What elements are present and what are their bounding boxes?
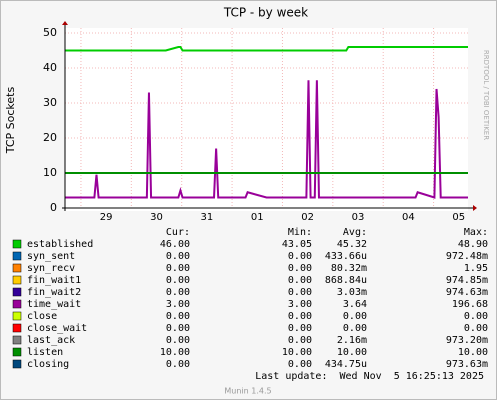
- legend-stat: 0.00: [343, 311, 367, 322]
- legend-stat: 3.00: [166, 299, 190, 310]
- chart-title: TCP - by week: [223, 6, 308, 20]
- legend-label: last_ack: [27, 335, 75, 346]
- legend-swatch: [12, 275, 22, 285]
- legend-label: time_wait: [27, 299, 81, 310]
- legend-stat: 0.00: [166, 275, 190, 286]
- legend-header: Cur:: [166, 227, 190, 238]
- legend-stat: 1.95: [464, 263, 488, 274]
- legend-swatch: [12, 311, 22, 321]
- legend-stat: 868.84u: [325, 275, 367, 286]
- legend-header: Max:: [464, 227, 488, 238]
- footer: Munin 1.4.5: [224, 387, 271, 396]
- y-tick-label: 30: [43, 96, 57, 109]
- y-tick-label: 0: [50, 201, 57, 214]
- legend-label: fin_wait1: [27, 275, 81, 286]
- legend-stat: 972.48m: [446, 251, 488, 262]
- legend-stat: 973.20m: [446, 335, 488, 346]
- legend-stat: 10.00: [458, 347, 488, 358]
- legend-stat: 0.00: [288, 311, 312, 322]
- legend-stat: 0.00: [166, 263, 190, 274]
- plot-area: [65, 28, 468, 211]
- legend-label: listen: [27, 347, 63, 358]
- legend-stat: 0.00: [166, 251, 190, 262]
- y-axis-label: TCP Sockets: [4, 87, 17, 155]
- legend-stat: 973.63m: [446, 359, 488, 370]
- y-tick-label: 50: [43, 26, 57, 39]
- legend-swatch: [12, 263, 22, 273]
- legend-label: close: [27, 311, 57, 322]
- legend-stat: 10.00: [337, 347, 367, 358]
- legend-stat: 0.00: [464, 323, 488, 334]
- legend-stat: 43.05: [282, 239, 312, 250]
- legend-stat: 0.00: [166, 323, 190, 334]
- y-tick-label: 10: [43, 166, 57, 179]
- legend-swatch: [12, 335, 22, 345]
- legend-stat: 0.00: [288, 287, 312, 298]
- x-tick-label: 29: [100, 212, 113, 223]
- legend-stat: 0.00: [288, 263, 312, 274]
- legend-stat: 0.00: [288, 359, 312, 370]
- legend-stat: 10.00: [160, 347, 190, 358]
- legend-stat: 0.00: [288, 251, 312, 262]
- legend-stat: 433.66u: [325, 251, 367, 262]
- legend-header: Min:: [288, 227, 312, 238]
- legend-swatch: [12, 299, 22, 309]
- y-axis-arrow: [62, 21, 68, 25]
- legend-stat: 974.63m: [446, 287, 488, 298]
- x-tick-label: 31: [201, 212, 214, 223]
- legend-label: fin_wait2: [27, 287, 81, 298]
- legend-stat: 3.64: [343, 299, 367, 310]
- series-line: [65, 46, 468, 52]
- x-tick-label: 01: [251, 212, 264, 223]
- legend-swatch: [12, 347, 22, 357]
- legend-label: syn_recv: [27, 263, 75, 274]
- legend-stat: 0.00: [464, 311, 488, 322]
- legend-label: established: [27, 239, 93, 250]
- last-update: Last update: Wed Nov 5 16:25:13 2025: [255, 371, 484, 382]
- legend-stat: 3.03m: [337, 287, 367, 298]
- legend-swatch: [12, 251, 22, 261]
- legend-stat: 10.00: [282, 347, 312, 358]
- watermark: RRDTOOL / TOBI OETIKER: [482, 50, 490, 140]
- legend-stat: 0.00: [343, 323, 367, 334]
- x-axis-arrow: [473, 205, 477, 211]
- y-tick-label: 20: [43, 131, 57, 144]
- legend-label: closing: [27, 359, 69, 370]
- legend-stat: 974.85m: [446, 275, 488, 286]
- legend-stat: 3.00: [288, 299, 312, 310]
- legend-stat: 0.00: [166, 311, 190, 322]
- legend-stat: 0.00: [166, 359, 190, 370]
- y-tick-label: 40: [43, 61, 57, 74]
- legend-label: close_wait: [27, 323, 87, 334]
- legend-label: syn_sent: [27, 251, 75, 262]
- legend-stat: 0.00: [288, 323, 312, 334]
- x-tick-label: 04: [402, 212, 415, 223]
- legend-swatch: [12, 359, 22, 369]
- legend-stat: 48.90: [458, 239, 488, 250]
- legend-stat: 0.00: [166, 287, 190, 298]
- legend-swatch: [12, 287, 22, 297]
- legend-stat: 0.00: [288, 275, 312, 286]
- legend-stat: 80.32m: [331, 263, 367, 274]
- legend-swatch: [12, 239, 22, 249]
- x-tick-label: 03: [352, 212, 365, 223]
- legend-stat: 46.00: [160, 239, 190, 250]
- x-tick-label: 05: [452, 212, 465, 223]
- x-tick-label: 30: [150, 212, 163, 223]
- series-line: [65, 80, 468, 199]
- legend-stat: 2.16m: [337, 335, 367, 346]
- legend-swatch: [12, 323, 22, 333]
- legend-stat: 45.32: [337, 239, 367, 250]
- legend-stat: 196.68: [452, 299, 488, 310]
- legend-stat: 0.00: [288, 335, 312, 346]
- legend-header: Avg:: [343, 227, 367, 238]
- legend-stat: 0.00: [166, 335, 190, 346]
- x-tick-label: 02: [301, 212, 314, 223]
- legend-stat: 434.75u: [325, 359, 367, 370]
